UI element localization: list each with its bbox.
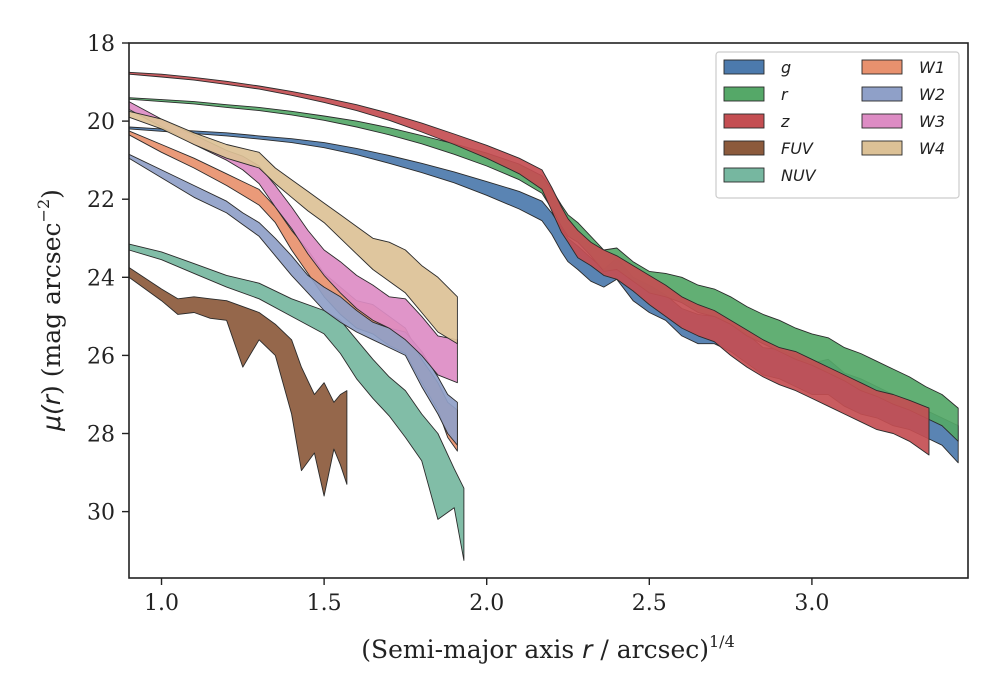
legend-item-r: r [723,85,789,104]
y-axis-label-end: ) [37,189,66,199]
legend-swatch [861,86,903,102]
legend-item-W2: W2 [861,85,945,104]
legend-label: g [781,58,791,77]
x-tick-label: 2.0 [469,591,504,616]
band-W3 [128,101,458,384]
profile-bands [128,71,959,561]
legend-item-g: g [723,58,791,77]
band-W2 [128,153,458,446]
x-axis-ticks: 1.0 1.5 2.0 2.5 3.0 [144,578,829,616]
legend-swatch [723,113,765,129]
band-FUV [128,267,348,497]
legend-swatch [861,113,903,129]
x-axis-label: (Semi-major axis r / arcsec)1/4 [361,632,735,664]
band-z [128,71,930,456]
y-axis-label-var: r [37,393,66,405]
y-tick-label: 18 [87,32,115,57]
legend-item-z: z [723,112,790,131]
legend-item-W3: W3 [861,112,945,131]
y-tick-label: 26 [87,344,115,369]
legend-label: FUV [781,139,814,158]
plot-frame [128,42,969,579]
legend-swatch [723,140,765,156]
legend-label: NUV [781,166,817,185]
y-tick-label: 24 [87,266,115,291]
y-tick-label: 20 [87,110,115,135]
legend-item-NUV: NUV [723,166,817,185]
y-tick-label: 22 [87,188,115,213]
x-axis-label-sup: 1/4 [709,632,735,651]
x-axis-label-tail: / arcsec) [592,635,709,664]
legend-swatch [723,86,765,102]
legend-label: z [780,112,790,131]
y-tick-label: 28 [87,423,115,448]
y-axis-label-mid: ) (mag arcsec [37,222,66,395]
legend-label: W3 [919,112,945,131]
y-axis-label-mu: μ( [37,404,66,432]
y-tick-label: 30 [87,501,115,526]
legend-label: W4 [919,139,945,158]
x-axis-label-var: r [582,635,594,664]
legend-swatch [723,167,765,183]
x-tick-label: 3.0 [794,591,829,616]
legend-label: W1 [919,58,945,77]
y-axis-label: μ(r) (mag arcsec−2) [34,189,66,432]
y-axis-label-sup: −2 [34,199,53,223]
legend-item-W4: W4 [861,139,945,158]
x-tick-label: 1.0 [144,591,179,616]
legend-label: r [781,85,789,104]
x-tick-label: 2.5 [632,591,667,616]
x-axis-label-main: (Semi-major axis [361,635,582,664]
band-g [128,126,959,464]
legend-swatch [861,59,903,75]
legend-swatch [723,59,765,75]
band-W4 [128,110,458,345]
y-axis-ticks: 18 20 22 24 26 28 30 [87,32,129,526]
x-tick-label: 1.5 [307,591,342,616]
legend-item-W1: W1 [861,58,945,77]
legend: grz FUV NUV W1 W2 W3 W4 [715,51,960,199]
band-NUV [128,243,465,561]
legend-item-FUV: FUV [723,139,814,158]
legend-label: W2 [919,85,945,104]
legend-swatch [861,140,903,156]
